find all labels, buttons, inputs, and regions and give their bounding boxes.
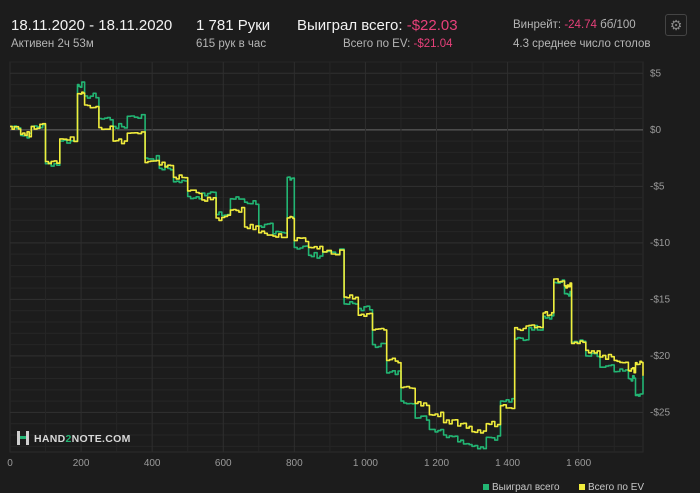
winrate-unit: бб/100 — [600, 19, 636, 31]
logo-icon — [17, 431, 29, 445]
y-tick-label: $0 — [650, 125, 662, 136]
logo-text: HAND2NOTE.COM — [34, 433, 131, 445]
logo-text-c: NOTE.COM — [72, 433, 131, 445]
won-total-label: Выиграл всего: — [297, 17, 403, 34]
x-tick-label: 0 — [7, 458, 13, 469]
series-lines — [10, 81, 644, 450]
legend: Выиграл всего Всего по EV — [483, 482, 644, 493]
bankroll-chart: $5 $0 -$5 -$10 -$15 -$20 -$25 0 200 400 600 800 1 0… — [7, 61, 670, 493]
won-total: Выиграл всего: -$22.03 — [297, 17, 458, 34]
settings-button[interactable]: ⚙ — [665, 14, 687, 36]
ev-total-value: -$21.04 — [413, 38, 453, 50]
hands-count: 1 781 Руки — [196, 17, 271, 34]
x-tick-label: 200 — [73, 458, 90, 469]
x-tick-label: 1 600 — [566, 458, 591, 469]
winrate: Винрейт: -24.74 бб/100 — [513, 19, 636, 31]
x-tick-label: 1 400 — [495, 458, 520, 469]
y-tick-label: -$5 — [650, 181, 665, 192]
legend-label-ev: Всего по EV — [588, 482, 644, 493]
series-line-ev — [10, 91, 644, 434]
y-tick-label: -$25 — [650, 407, 670, 418]
logo: HAND2NOTE.COM — [17, 431, 131, 445]
date-range: 18.11.2020 - 18.11.2020 — [11, 17, 173, 34]
y-tick-label: -$15 — [650, 294, 670, 305]
logo-text-b: 2 — [66, 433, 72, 445]
y-tick-label: -$20 — [650, 351, 670, 362]
legend-label-won: Выиграл всего — [492, 482, 560, 493]
hands-per-hour: 615 рук в час — [196, 38, 267, 50]
x-tick-label: 1 200 — [424, 458, 449, 469]
won-total-value: -$22.03 — [406, 17, 458, 34]
x-tick-label: 800 — [286, 458, 303, 469]
gear-icon: ⚙ — [669, 16, 683, 33]
avg-tables: 4.3 среднее число столов — [513, 38, 651, 50]
x-tick-label: 400 — [144, 458, 161, 469]
grid — [9, 61, 644, 453]
y-tick-label: -$10 — [650, 238, 670, 249]
stats-header: 18.11.2020 - 18.11.2020 Активен 2ч 53м 1… — [0, 0, 700, 56]
legend-swatch-won — [483, 484, 489, 490]
y-tick-label: $5 — [650, 68, 662, 79]
active-time: Активен 2ч 53м — [11, 38, 94, 50]
legend-swatch-ev — [579, 484, 585, 490]
y-axis-ticks: $5 $0 -$5 -$10 -$15 -$20 -$25 — [650, 68, 670, 418]
winrate-value: -24.74 — [564, 19, 597, 31]
ev-total: Всего по EV: -$21.04 — [343, 38, 453, 50]
ev-total-label: Всего по EV: — [343, 38, 411, 50]
winrate-label: Винрейт: — [513, 19, 562, 31]
x-tick-label: 1 000 — [353, 458, 378, 469]
x-axis-ticks: 0 200 400 600 800 1 000 1 200 1 400 1 600 — [7, 458, 591, 469]
x-tick-label: 600 — [215, 458, 232, 469]
logo-text-a: HAND — [34, 433, 66, 445]
plot-frame — [9, 61, 644, 453]
